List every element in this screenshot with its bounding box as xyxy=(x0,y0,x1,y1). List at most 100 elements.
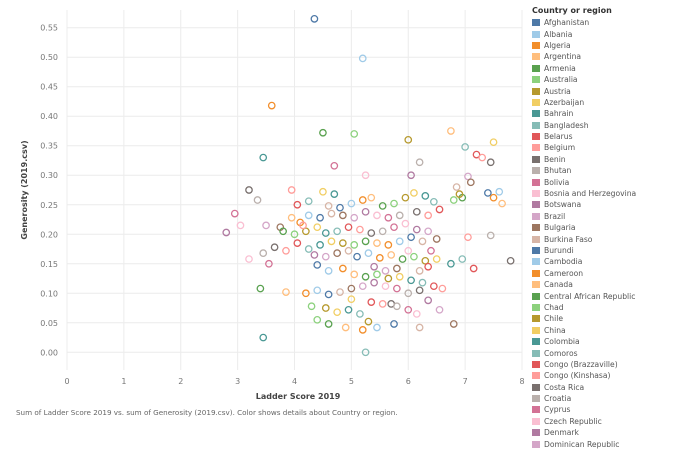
data-point[interactable] xyxy=(344,223,353,232)
data-point[interactable] xyxy=(253,196,262,204)
data-point[interactable] xyxy=(321,252,330,261)
data-point[interactable] xyxy=(350,130,359,138)
data-point[interactable] xyxy=(222,228,231,237)
data-point[interactable] xyxy=(245,186,253,194)
data-point[interactable] xyxy=(378,300,387,308)
data-point[interactable] xyxy=(302,227,310,236)
legend-item[interactable]: Belarus xyxy=(532,131,682,142)
data-point[interactable] xyxy=(498,199,506,208)
data-point[interactable] xyxy=(495,187,504,196)
data-point[interactable] xyxy=(350,213,359,222)
data-point[interactable] xyxy=(344,305,353,314)
data-point[interactable] xyxy=(424,211,433,220)
legend-item[interactable]: Burkina Faso xyxy=(532,233,682,244)
data-point[interactable] xyxy=(287,186,296,194)
data-point[interactable] xyxy=(395,211,404,220)
data-point[interactable] xyxy=(427,246,435,255)
legend-item[interactable]: Croatia xyxy=(532,393,682,404)
data-point[interactable] xyxy=(267,101,276,110)
data-point[interactable] xyxy=(449,196,458,204)
data-point[interactable] xyxy=(262,221,270,230)
legend-item[interactable]: Comoros xyxy=(532,347,682,358)
data-point[interactable] xyxy=(424,296,433,305)
data-point[interactable] xyxy=(287,213,296,222)
data-point[interactable] xyxy=(270,243,279,252)
legend-item[interactable]: Argentina xyxy=(532,51,682,62)
data-point[interactable] xyxy=(429,282,438,291)
data-point[interactable] xyxy=(313,315,322,324)
legend-item[interactable]: Cambodia xyxy=(532,256,682,267)
data-point[interactable] xyxy=(336,203,344,212)
data-point[interactable] xyxy=(338,239,347,247)
data-point[interactable] xyxy=(330,161,339,170)
data-point[interactable] xyxy=(447,127,455,135)
legend-item[interactable]: Chad xyxy=(532,302,682,313)
data-point[interactable] xyxy=(415,158,424,167)
data-point[interactable] xyxy=(418,278,427,287)
data-point[interactable] xyxy=(341,323,350,332)
data-point[interactable] xyxy=(367,229,376,237)
data-point[interactable] xyxy=(319,128,327,137)
data-point[interactable] xyxy=(338,211,347,220)
data-point[interactable] xyxy=(489,193,498,202)
data-point[interactable] xyxy=(230,209,239,218)
data-point[interactable] xyxy=(321,229,330,237)
data-point[interactable] xyxy=(321,304,330,312)
data-point[interactable] xyxy=(415,323,424,332)
data-point[interactable] xyxy=(435,205,444,214)
data-point[interactable] xyxy=(333,227,342,236)
data-point[interactable] xyxy=(364,249,373,257)
legend-item[interactable]: Costa Rica xyxy=(532,382,682,393)
legend-item[interactable]: Azerbaijan xyxy=(532,97,682,108)
data-point[interactable] xyxy=(350,241,359,249)
data-point[interactable] xyxy=(421,256,430,265)
data-point[interactable] xyxy=(324,320,333,328)
data-point[interactable] xyxy=(370,278,378,287)
data-point[interactable] xyxy=(358,54,367,63)
data-point[interactable] xyxy=(338,264,347,273)
data-point[interactable] xyxy=(478,153,487,162)
data-point[interactable] xyxy=(299,221,307,230)
data-point[interactable] xyxy=(347,284,356,293)
data-point[interactable] xyxy=(259,153,268,162)
data-point[interactable] xyxy=(302,289,310,298)
data-point[interactable] xyxy=(432,255,441,263)
data-point[interactable] xyxy=(461,143,469,151)
data-point[interactable] xyxy=(313,286,322,295)
data-point[interactable] xyxy=(316,213,324,222)
data-point[interactable] xyxy=(353,252,361,261)
legend-item[interactable]: Congo (Kinshasa) xyxy=(532,370,682,381)
data-point[interactable] xyxy=(356,225,364,234)
data-point[interactable] xyxy=(361,207,370,216)
data-point[interactable] xyxy=(407,171,415,180)
data-point[interactable] xyxy=(393,302,401,311)
data-point[interactable] xyxy=(259,333,268,342)
data-point[interactable] xyxy=(265,259,273,268)
data-point[interactable] xyxy=(407,233,415,242)
data-point[interactable] xyxy=(435,305,444,314)
legend-item[interactable]: Czech Republic xyxy=(532,416,682,427)
data-point[interactable] xyxy=(361,272,370,281)
data-point[interactable] xyxy=(364,317,373,326)
data-point[interactable] xyxy=(282,246,290,255)
data-point[interactable] xyxy=(356,310,364,318)
data-point[interactable] xyxy=(333,249,342,257)
data-point[interactable] xyxy=(472,150,481,159)
data-point[interactable] xyxy=(390,223,398,232)
data-point[interactable] xyxy=(404,246,413,255)
data-point[interactable] xyxy=(407,276,415,285)
data-point[interactable] xyxy=(350,270,359,279)
data-point[interactable] xyxy=(410,189,418,197)
data-point[interactable] xyxy=(484,189,492,197)
legend-item[interactable]: Dominican Republic xyxy=(532,438,682,449)
data-point[interactable] xyxy=(449,320,458,328)
legend-item[interactable]: Brazil xyxy=(532,211,682,222)
data-point[interactable] xyxy=(393,264,401,273)
legend-item[interactable]: Afghanistan xyxy=(532,17,682,28)
legend-item[interactable]: Bahrain xyxy=(532,108,682,119)
data-point[interactable] xyxy=(361,237,370,246)
data-point[interactable] xyxy=(429,197,438,206)
data-point[interactable] xyxy=(404,135,413,144)
legend-item[interactable]: Cyprus xyxy=(532,404,682,415)
data-point[interactable] xyxy=(358,282,367,291)
